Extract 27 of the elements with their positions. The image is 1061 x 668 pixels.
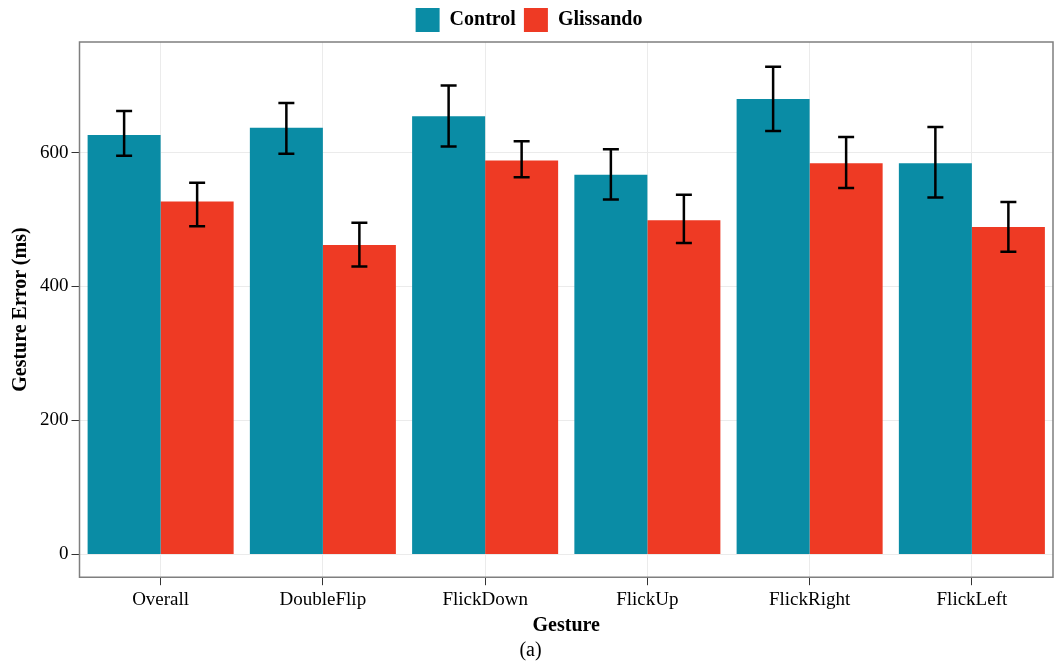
bar	[249, 127, 323, 554]
bar	[971, 226, 1045, 554]
y-axis-title: Gesture Error (ms)	[8, 227, 32, 392]
bar	[87, 135, 161, 554]
x-tick-label: FlickLeft	[936, 587, 1008, 609]
bar	[898, 163, 972, 554]
bar	[809, 163, 883, 554]
legend-label: Control	[449, 7, 517, 30]
y-tick-label: 600	[40, 140, 69, 162]
x-tick-label: FlickDown	[442, 587, 529, 609]
bar	[736, 98, 810, 554]
y-tick-label: 0	[59, 542, 69, 564]
bar	[160, 201, 234, 554]
x-tick-label: FlickUp	[616, 587, 679, 609]
bar	[485, 160, 559, 554]
bar	[647, 220, 721, 554]
y-tick-label: 400	[40, 274, 69, 296]
bar	[574, 174, 648, 554]
x-tick-label: DoubleFlip	[279, 587, 367, 609]
text: (a)	[518, 638, 543, 661]
x-axis-title: Gesture	[532, 613, 601, 636]
bar	[322, 244, 396, 554]
x-tick-label: FlickRight	[768, 587, 851, 609]
bar	[412, 116, 486, 554]
legend-label: Glissando	[557, 7, 643, 30]
x-tick-label: Overall	[132, 587, 190, 609]
y-tick-label: 200	[40, 408, 69, 430]
